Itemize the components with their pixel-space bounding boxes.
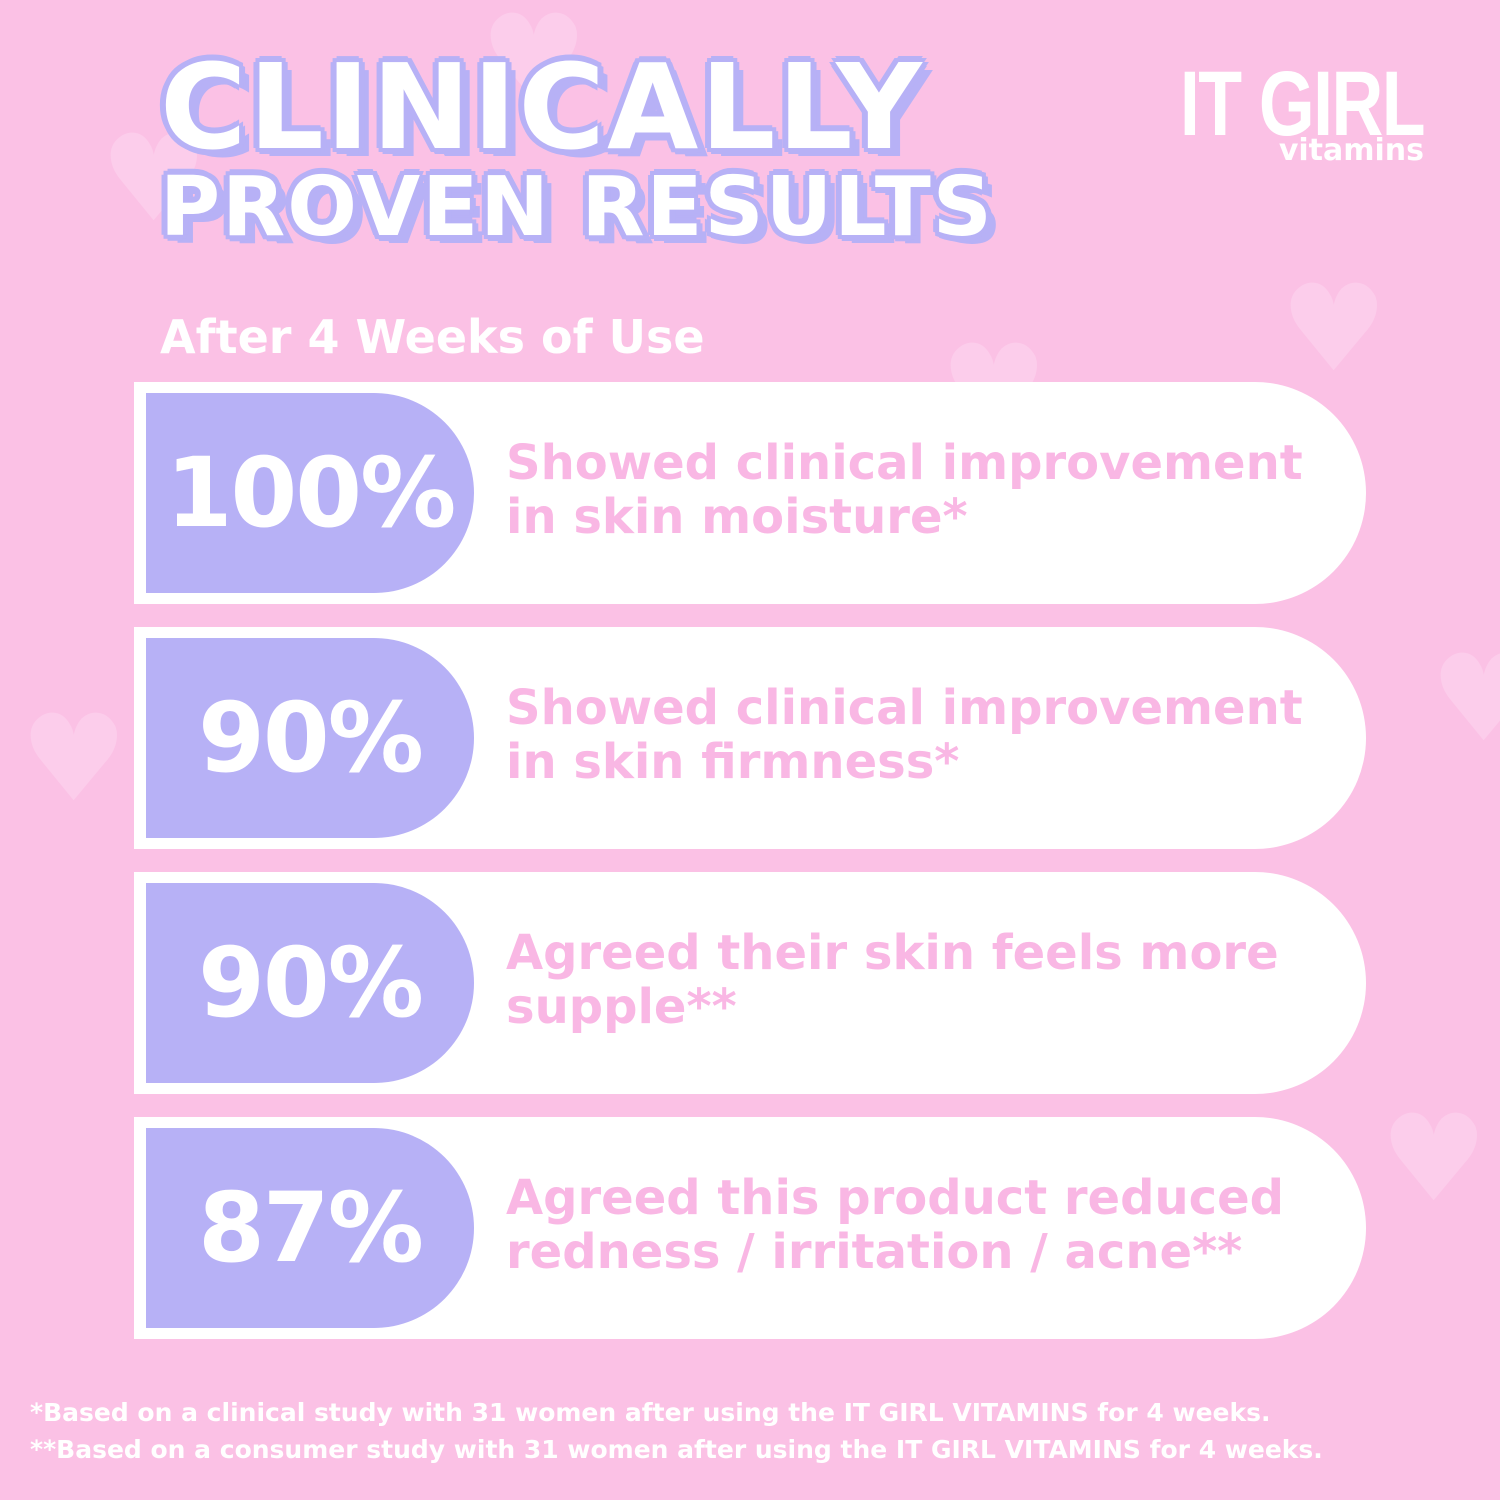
stat-pill: 100% <box>146 393 474 593</box>
stat-description: Showed clinical improvement in skin mois… <box>506 435 1303 545</box>
heart-icon: ♥ <box>480 0 588 129</box>
brand-logo: IT GIRL vitamins <box>1111 53 1426 168</box>
footnote-consumer: **Based on a consumer study with 31 wome… <box>30 1435 1323 1464</box>
stat-pill: 90% <box>146 883 474 1083</box>
stat-card: 90% Showed clinical improvement in skin … <box>134 627 1366 849</box>
stat-percent: 90% <box>198 927 424 1039</box>
title-line-1: CLINICALLY <box>160 38 924 176</box>
heart-icon: ♥ <box>20 690 128 829</box>
stat-card: 90% Agreed their skin feels more supple*… <box>134 872 1366 1094</box>
stat-description: Agreed their skin feels more supple** <box>506 925 1279 1035</box>
logo-main-text: IT GIRL <box>1179 53 1426 155</box>
stat-percent: 87% <box>198 1172 424 1284</box>
title-line-2: PROVEN RESULTS <box>160 160 994 255</box>
stat-card: 87% Agreed this product reduced redness … <box>134 1117 1366 1339</box>
heart-icon: ♥ <box>1430 630 1500 769</box>
subheading: After 4 Weeks of Use <box>160 310 705 364</box>
footnotes: *Based on a clinical study with 31 women… <box>30 1394 1480 1468</box>
stat-list: 100% Showed clinical improvement in skin… <box>134 382 1366 1362</box>
stat-percent: 90% <box>198 682 424 794</box>
stat-card: 100% Showed clinical improvement in skin… <box>134 382 1366 604</box>
heart-icon: ♥ <box>100 110 208 249</box>
stat-percent: 100% <box>165 437 457 549</box>
logo-sub-text: vitamins <box>1278 133 1424 168</box>
footnote-clinical: *Based on a clinical study with 31 women… <box>30 1398 1271 1427</box>
heart-icon: ♥ <box>1380 1090 1488 1229</box>
stat-pill: 87% <box>146 1128 474 1328</box>
stat-description: Showed clinical improvement in skin firm… <box>506 680 1303 790</box>
heart-icon: ♥ <box>1280 260 1388 399</box>
stat-description: Agreed this product reduced redness / ir… <box>506 1170 1284 1280</box>
stat-pill: 90% <box>146 638 474 838</box>
